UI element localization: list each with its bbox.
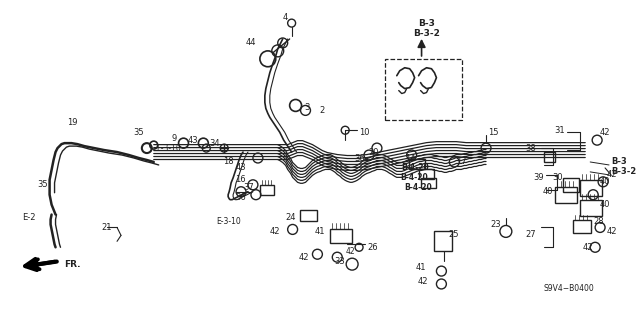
Text: 40: 40 <box>600 177 611 186</box>
Text: 41: 41 <box>315 227 325 236</box>
Text: E-3-10: E-3-10 <box>156 144 180 152</box>
Text: 42: 42 <box>600 128 611 137</box>
Bar <box>563 178 579 192</box>
Text: 39: 39 <box>533 173 543 182</box>
Text: 41: 41 <box>416 263 426 271</box>
Text: 18: 18 <box>223 158 234 167</box>
Bar <box>420 178 436 188</box>
Text: 37: 37 <box>243 183 254 192</box>
Bar <box>260 185 274 195</box>
Text: 31: 31 <box>555 126 565 135</box>
Text: 17: 17 <box>456 158 467 167</box>
Text: 26: 26 <box>367 243 378 252</box>
Text: 28: 28 <box>593 217 604 226</box>
Text: 35: 35 <box>38 180 48 189</box>
Text: 16: 16 <box>236 175 246 184</box>
Text: 34: 34 <box>209 139 220 148</box>
Text: B-4-20: B-4-20 <box>402 163 429 173</box>
Text: B-3: B-3 <box>418 19 435 28</box>
Text: 25: 25 <box>449 230 459 239</box>
Text: 44: 44 <box>245 39 256 48</box>
Text: FR.: FR. <box>65 260 81 269</box>
Text: 23: 23 <box>490 220 501 229</box>
Text: 43: 43 <box>236 163 246 173</box>
Text: 14: 14 <box>404 153 415 162</box>
Text: B-4-20: B-4-20 <box>401 173 429 182</box>
Text: 42: 42 <box>607 170 618 179</box>
Text: 42: 42 <box>299 253 310 262</box>
Bar <box>300 210 317 221</box>
Bar <box>409 159 424 169</box>
Text: E-2: E-2 <box>22 213 35 222</box>
Text: 42: 42 <box>582 243 593 252</box>
Text: 4: 4 <box>283 13 288 22</box>
Text: 20: 20 <box>369 148 379 157</box>
Text: B-3-2: B-3-2 <box>413 28 440 38</box>
Text: 2: 2 <box>319 106 324 115</box>
Text: 42: 42 <box>607 227 618 236</box>
Bar <box>556 187 577 203</box>
Bar <box>543 152 556 162</box>
Bar <box>330 229 352 243</box>
Bar <box>435 231 452 251</box>
Text: 40: 40 <box>600 200 611 209</box>
Text: 42: 42 <box>269 227 280 236</box>
Text: E-3-10: E-3-10 <box>216 217 241 226</box>
Text: 15: 15 <box>488 128 499 137</box>
Bar <box>419 169 435 179</box>
Text: 42: 42 <box>418 277 429 286</box>
Text: 3: 3 <box>304 103 310 112</box>
Text: 43: 43 <box>188 136 198 145</box>
Text: 36: 36 <box>355 153 365 162</box>
Text: 30: 30 <box>553 173 563 182</box>
Bar <box>573 219 591 234</box>
Bar <box>580 200 602 216</box>
Text: 10: 10 <box>359 128 369 137</box>
Text: 42: 42 <box>346 247 355 256</box>
Text: B-4-20: B-4-20 <box>404 183 433 192</box>
Text: 38: 38 <box>525 144 536 152</box>
Text: 40: 40 <box>543 187 554 196</box>
Text: 35: 35 <box>133 128 144 137</box>
Text: 19: 19 <box>67 118 78 127</box>
Text: B-3-2: B-3-2 <box>611 167 636 176</box>
Text: 36: 36 <box>236 193 246 202</box>
Text: 27: 27 <box>525 230 536 239</box>
Text: 9: 9 <box>172 134 177 143</box>
Text: 33: 33 <box>335 257 345 266</box>
Text: 24: 24 <box>285 213 296 222</box>
Bar <box>385 59 462 120</box>
Text: B-3: B-3 <box>611 158 627 167</box>
Bar <box>580 180 602 196</box>
Text: S9V4−B0400: S9V4−B0400 <box>543 285 595 293</box>
Text: 21: 21 <box>101 223 111 232</box>
